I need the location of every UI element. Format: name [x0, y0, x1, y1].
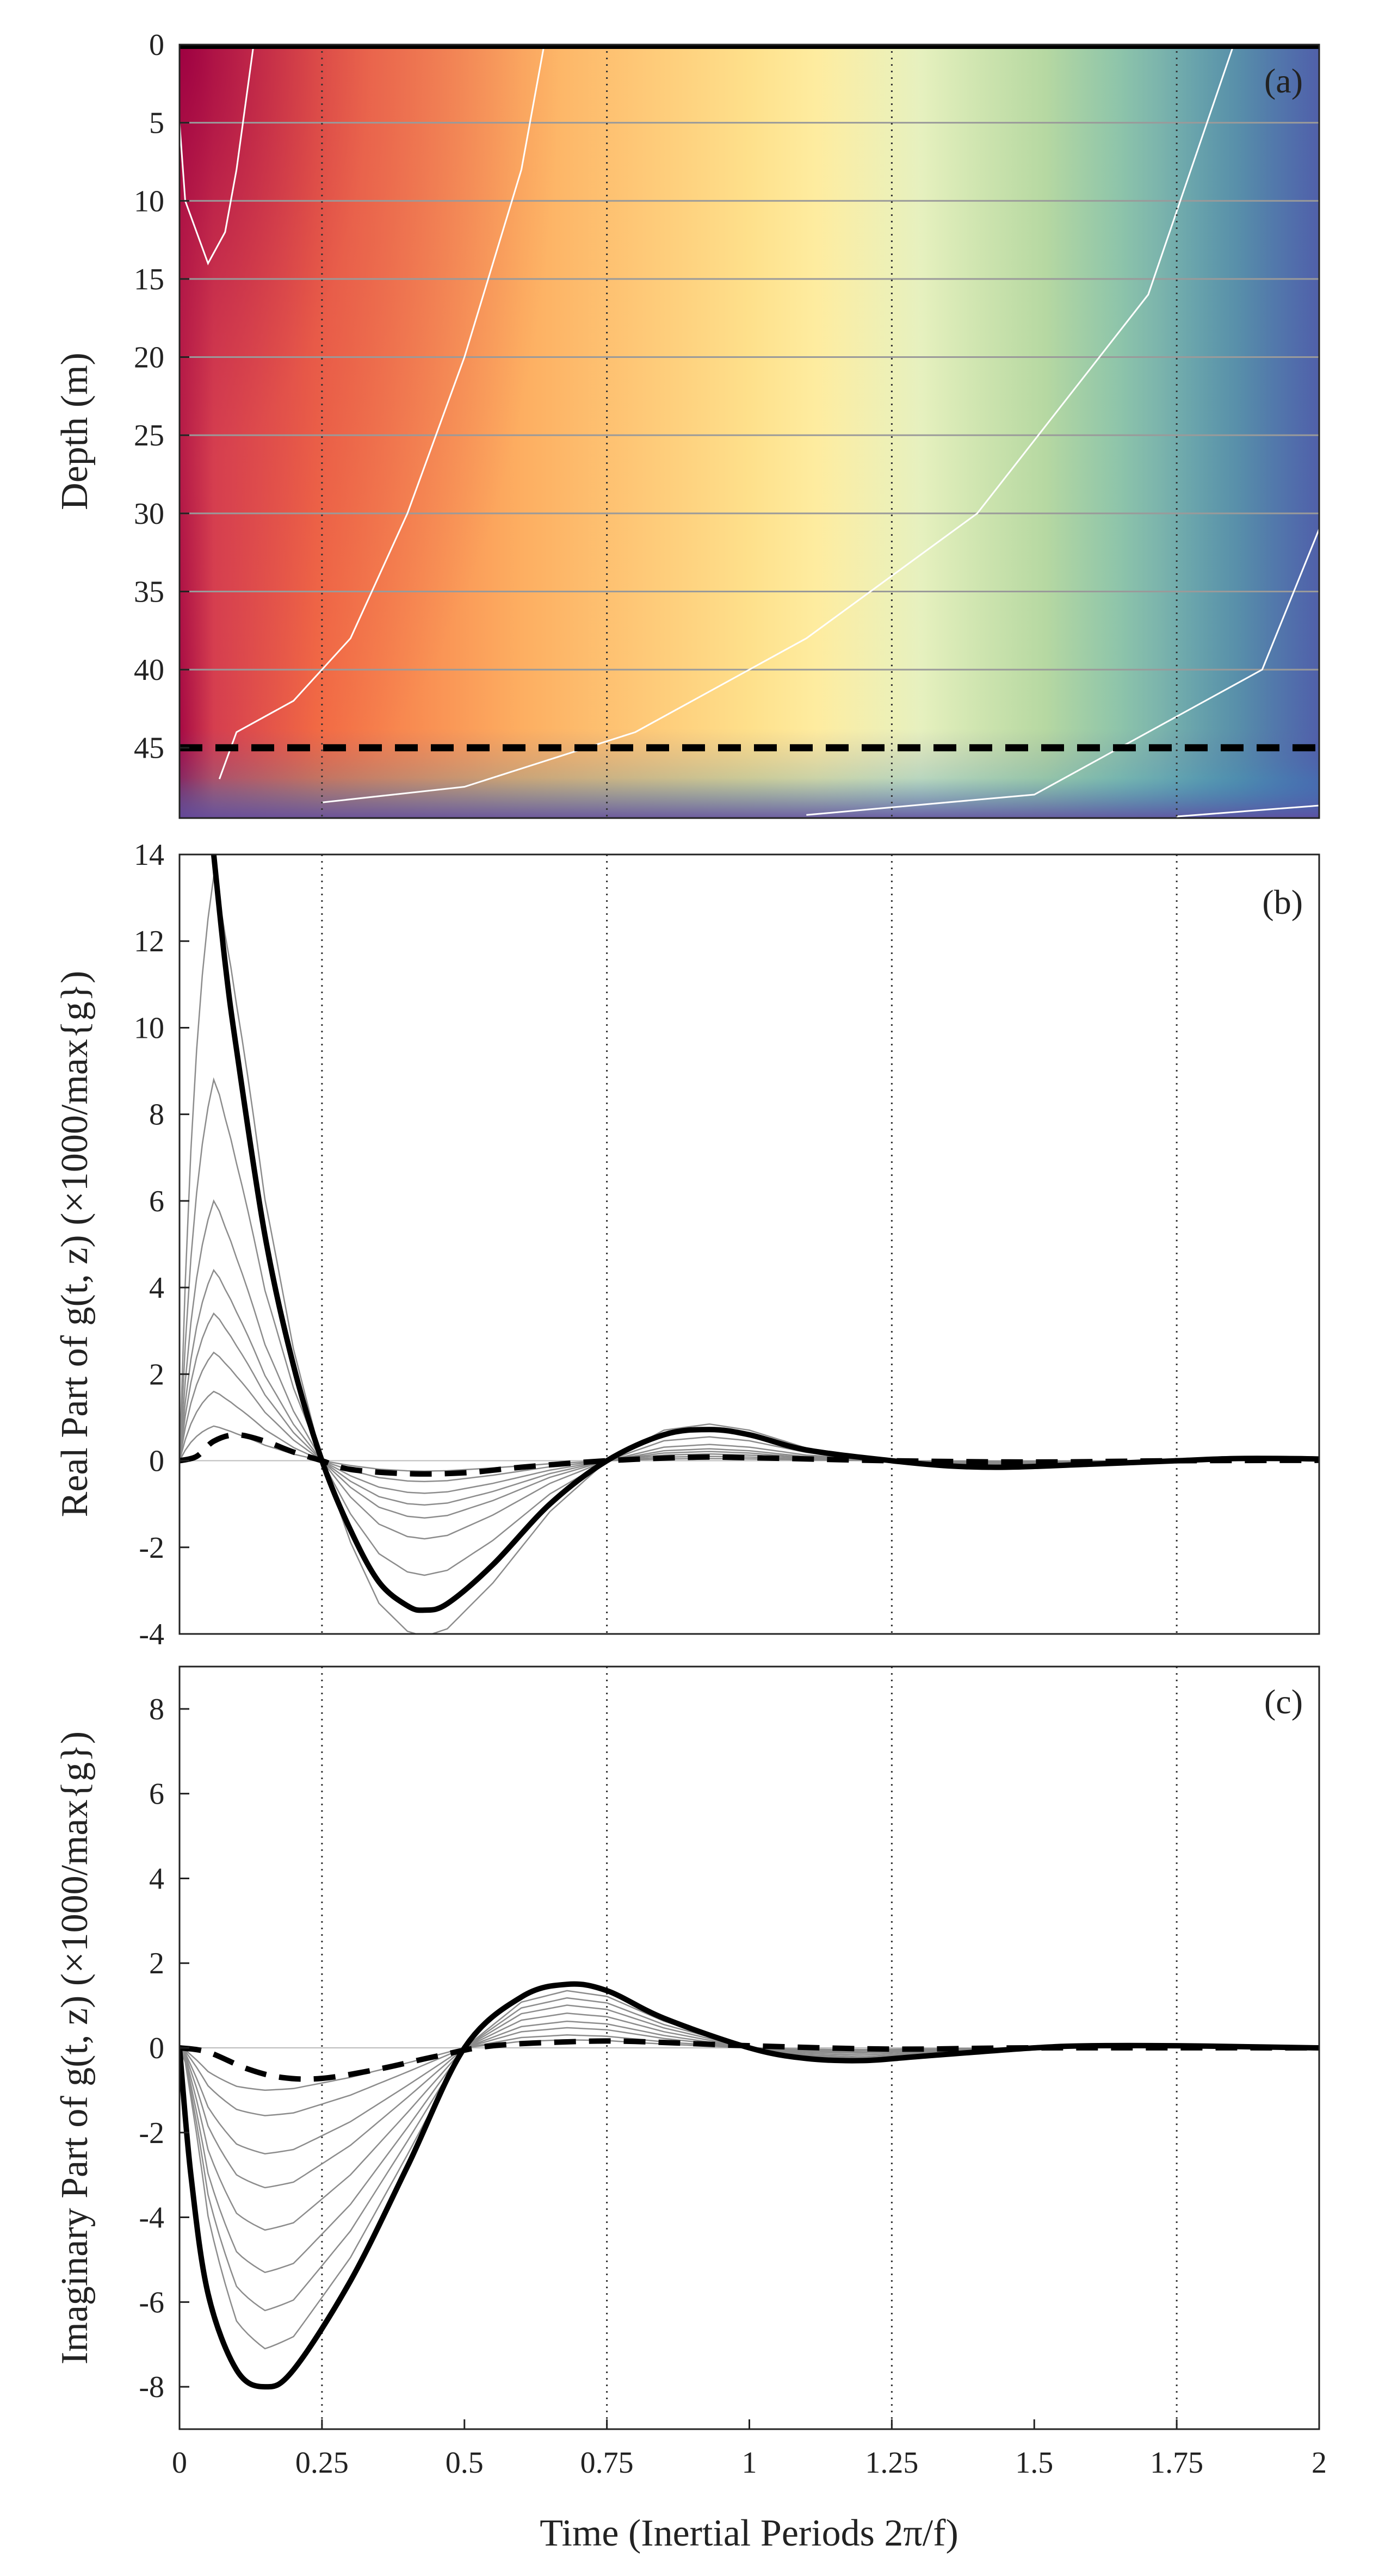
y-tick-label: 0	[149, 2032, 164, 2065]
contour-5	[1176, 804, 1319, 818]
y-tick-label: 5	[149, 107, 164, 140]
x-axis-label: Time (Inertial Periods 2π/f)	[540, 2512, 959, 2554]
contour-3	[321, 45, 1235, 803]
panel-c-label: (c)	[1264, 1682, 1303, 1721]
panel-c-ylabel: Imaginary Part of g(t, z) (×1000/max{g})	[54, 1731, 96, 2364]
y-tick-label: -2	[139, 2116, 164, 2150]
y-tick-label: 12	[134, 925, 164, 958]
y-tick-label: 20	[134, 341, 164, 375]
y-tick-label: 8	[149, 1098, 164, 1132]
panel-b-ylabel: Real Part of g(t, z) (×1000/max{g})	[54, 971, 96, 1518]
panel-c	[180, 1667, 1319, 2429]
y-tick-label: 25	[134, 419, 164, 453]
x-tick-label: 0.5	[446, 2446, 484, 2480]
series-depth-45m	[180, 2038, 1319, 2082]
depth-curve	[180, 1351, 1319, 1494]
panel-b	[180, 854, 1319, 1634]
y-tick-label: 2	[149, 1947, 164, 1980]
y-tick-label: 10	[134, 1011, 164, 1045]
y-tick-label: -6	[139, 2286, 164, 2319]
heatmap-right-cooling	[816, 45, 1319, 818]
y-tick-label: 14	[134, 838, 164, 872]
x-tick-label: 1.5	[1015, 2446, 1053, 2480]
y-tick-label: 0	[149, 28, 164, 62]
depth-curve	[180, 1077, 1319, 1576]
y-tick-label: 6	[149, 1185, 164, 1218]
contour-2	[218, 45, 545, 779]
panel-a-label: (a)	[1264, 61, 1303, 100]
y-tick-label: 2	[149, 1358, 164, 1391]
depth-curve	[180, 1199, 1319, 1540]
y-tick-label: 8	[149, 1693, 164, 1726]
contour-4	[806, 528, 1319, 816]
y-tick-label: -2	[139, 1531, 164, 1565]
series-depth-45m	[180, 1432, 1319, 1477]
depth-curve	[180, 876, 1319, 1634]
y-tick-label: 45	[134, 732, 164, 765]
y-tick-label: -4	[139, 2201, 164, 2235]
x-tick-label: 0	[172, 2446, 187, 2480]
y-tick-label: 6	[149, 1778, 164, 1811]
y-tick-label: 10	[134, 184, 164, 218]
panel-b-frame	[178, 853, 1320, 1635]
x-tick-label: 1.75	[1150, 2446, 1203, 2480]
y-tick-label: 15	[134, 263, 164, 296]
x-tick-label: 0.25	[295, 2446, 349, 2480]
heatmap-hot-corner	[180, 45, 560, 818]
series-surface	[211, 854, 1319, 1613]
y-tick-label: -4	[139, 1618, 164, 1651]
contour-1	[180, 45, 255, 265]
x-tick-label: 1	[742, 2446, 757, 2480]
y-tick-label: 30	[134, 497, 164, 531]
panel-a-frame	[178, 44, 1320, 819]
y-tick-label: 40	[134, 653, 164, 687]
panel-a-ylabel: Depth (m)	[54, 352, 96, 510]
panel-a	[180, 45, 1319, 818]
y-tick-label: 35	[134, 575, 164, 609]
x-tick-label: 1.25	[865, 2446, 918, 2480]
x-tick-label: 2	[1312, 2446, 1327, 2480]
y-tick-label: 4	[149, 1862, 164, 1896]
y-tick-label: 4	[149, 1271, 164, 1305]
panel-b-label: (b)	[1262, 883, 1303, 921]
y-tick-label: 0	[149, 1445, 164, 1478]
y-tick-label: -8	[139, 2370, 164, 2404]
x-tick-label: 0.75	[580, 2446, 634, 2480]
heatmap-bottom-band	[180, 729, 1319, 818]
